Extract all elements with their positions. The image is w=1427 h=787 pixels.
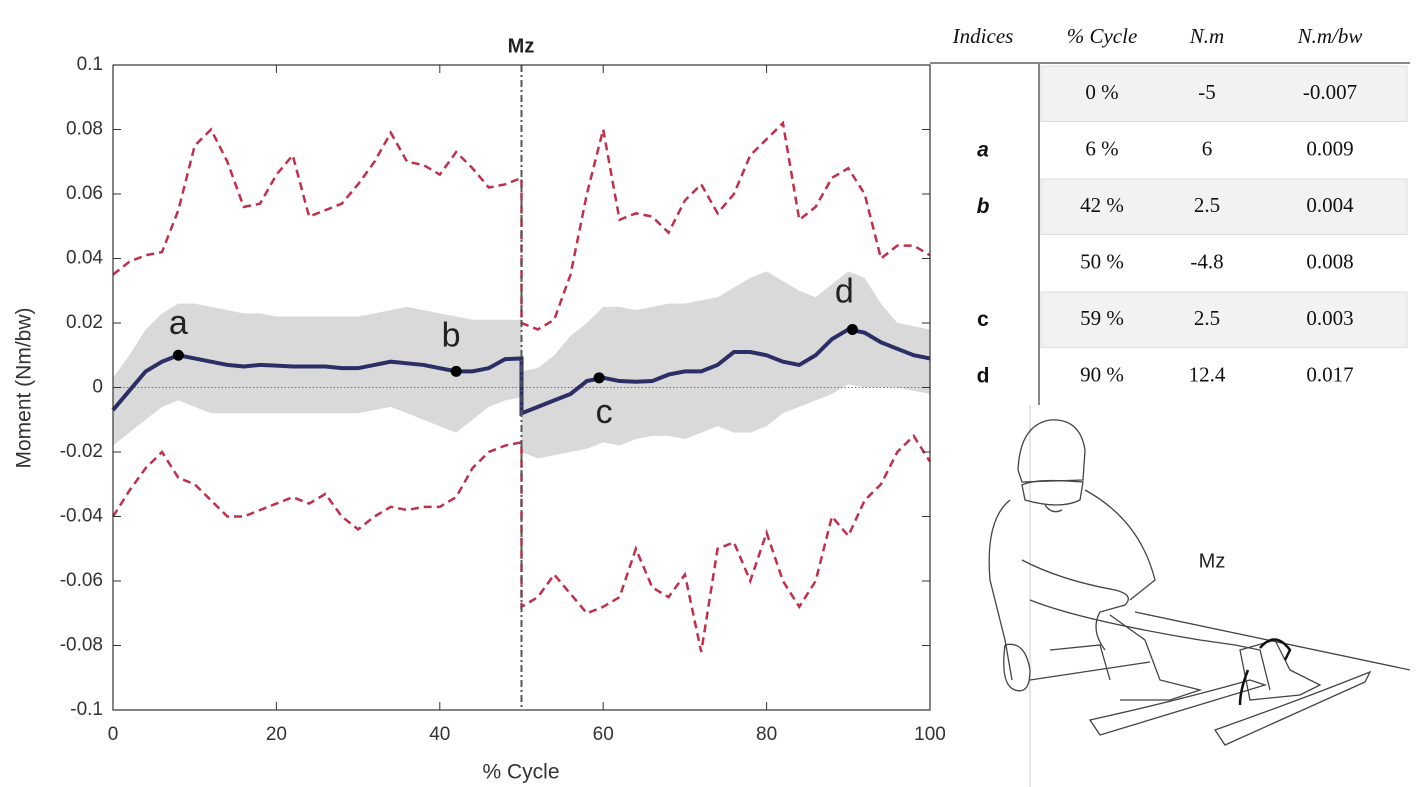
row-shade [1040, 291, 1408, 348]
table-cell: 90 % [1080, 363, 1124, 387]
row-shade [1040, 65, 1408, 122]
table-cell: 6 % [1085, 137, 1118, 161]
key-point [846, 323, 858, 335]
x-tick-label: 60 [593, 724, 614, 745]
y-tick-label: 0.1 [77, 54, 103, 75]
table-cell: 0.003 [1306, 306, 1353, 330]
key-point [172, 349, 184, 361]
table-header: Indices [952, 24, 1014, 48]
table-cell: 0.017 [1306, 363, 1353, 387]
y-tick-label: -0.02 [60, 441, 103, 462]
skier-illustration [988, 419, 1411, 746]
x-tick-label: 80 [756, 724, 777, 745]
table-cell: 0 % [1085, 80, 1118, 104]
table-cell: 12.4 [1189, 363, 1226, 387]
row-shade [1040, 178, 1408, 235]
table-cell: 0.008 [1306, 250, 1353, 274]
index-label: c [977, 308, 989, 331]
point-label: b [442, 316, 461, 354]
x-axis-label: % Cycle [482, 761, 559, 784]
index-label: b [977, 195, 990, 218]
y-tick-label: 0.02 [66, 312, 103, 333]
index-label: a [977, 138, 989, 161]
point-label: c [596, 393, 613, 431]
illustration-label: Mz [1199, 550, 1226, 572]
chart-title: Mz [508, 35, 535, 57]
x-tick-label: 20 [266, 724, 287, 745]
index-label: d [977, 364, 990, 387]
table-header: N.m [1189, 24, 1224, 48]
point-label: d [835, 272, 854, 310]
table-cell: 42 % [1080, 193, 1124, 217]
table-cell: 59 % [1080, 306, 1124, 330]
table-header: N.m/bw [1297, 24, 1363, 48]
y-tick-label: -0.06 [60, 570, 103, 591]
x-tick-label: 100 [914, 724, 946, 745]
table-cell: 6 [1202, 137, 1213, 161]
y-tick-label: 0.08 [66, 119, 103, 140]
table-cell: 0.004 [1306, 193, 1354, 217]
y-tick-label: -0.04 [60, 506, 104, 527]
y-tick-label: -0.08 [60, 635, 103, 656]
y-tick-label: 0.06 [66, 183, 103, 204]
y-tick-label: -0.1 [70, 699, 103, 720]
table-cell: -5 [1198, 80, 1216, 104]
plot-layer: a b c d [111, 65, 932, 710]
x-tick-label: 0 [108, 724, 119, 745]
y-axis-label: Moment (Nm/bw) [13, 307, 36, 468]
table-header: % Cycle [1067, 24, 1138, 48]
table-cell: 2.5 [1194, 306, 1220, 330]
y-tick-label: 0.04 [66, 248, 103, 269]
table-cell: -4.8 [1190, 250, 1223, 274]
table-cell: 0.009 [1306, 137, 1353, 161]
key-point [450, 365, 462, 377]
table-cell: -0.007 [1303, 80, 1357, 104]
table-cell: 2.5 [1194, 193, 1220, 217]
y-tick-label: 0 [92, 377, 103, 398]
table-cell: 50 % [1080, 250, 1124, 274]
dashed-line [111, 433, 932, 653]
point-label: a [169, 304, 188, 342]
x-tick-label: 40 [429, 724, 450, 745]
key-point [593, 372, 605, 384]
